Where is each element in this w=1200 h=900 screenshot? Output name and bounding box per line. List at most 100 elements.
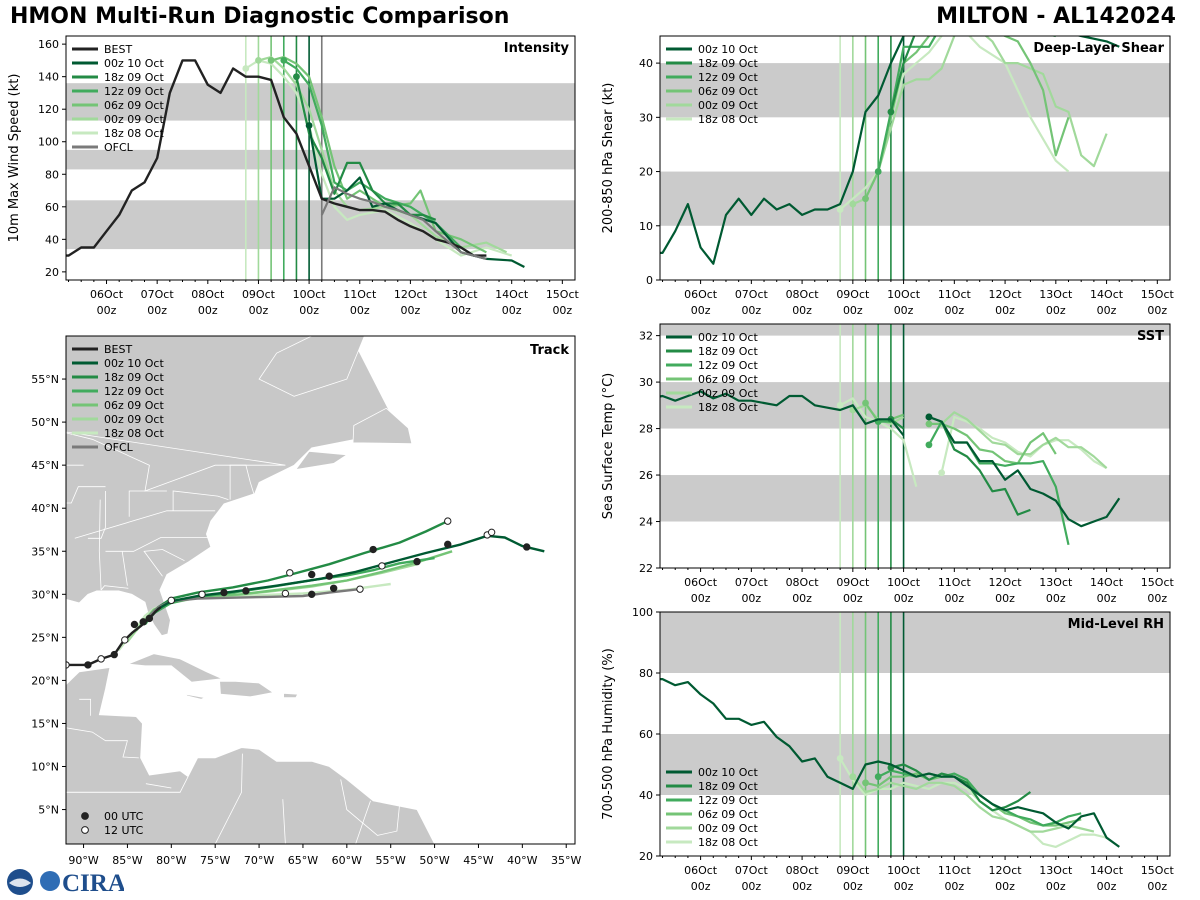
sst-panel: 22 24 26 28 30 32 06Oct 00z 07Oct 00z 08Oct 00z 09Oc… <box>601 323 1175 605</box>
rh-xtick-day: 12Oct <box>989 864 1023 877</box>
track-ytick-label: 50°N <box>31 416 59 429</box>
rh-xtick-day: 09Oct <box>836 864 870 877</box>
intensity-ytick-label: 100 <box>38 136 59 149</box>
track-position-marker <box>369 545 377 554</box>
nova-scotia-landmass <box>295 450 348 471</box>
state-border <box>105 537 209 552</box>
state-border <box>100 585 129 591</box>
shear-legend-label: 18z 09 Oct <box>698 57 758 70</box>
country-border <box>282 799 347 844</box>
intensity-legend-label: 18z 09 Oct <box>104 71 164 84</box>
track-xtick-label: 35°W <box>551 854 581 867</box>
intensity-xtick-day: 08Oct <box>191 288 225 301</box>
sst-legend-label: 18z 08 Oct <box>698 401 758 414</box>
shear-ytick-label: 30 <box>639 111 653 124</box>
sst-xtick-day: 10Oct <box>887 576 921 589</box>
shear-xtick-day: 08Oct <box>786 288 820 301</box>
sst-xtick-day: 07Oct <box>735 576 769 589</box>
intensity-xtick-hour: 00z <box>552 304 572 317</box>
track-ytick-label: 25°N <box>31 631 59 644</box>
sst-init-marker <box>925 441 933 449</box>
country-border <box>214 753 243 844</box>
rh-xtick-hour: 00z <box>1046 880 1066 893</box>
rh-panel: 20 40 60 80 100 06Oct 00z 07Oct 00z 08Oct 00z 09Oct… <box>601 606 1175 893</box>
track-xtick-label: 65°W <box>288 854 318 867</box>
sst-ylabel: Sea Surface Temp (°C) <box>601 373 616 520</box>
shear-ytick-label: 20 <box>639 166 653 179</box>
track-xtick-label: 70°W <box>244 854 274 867</box>
rh-xtick-day: 11Oct <box>938 864 972 877</box>
rh-band <box>660 612 1170 673</box>
rh-xtick-hour: 00z <box>944 880 964 893</box>
sst-plot-area <box>660 324 1121 568</box>
sst-series-r06z09 <box>864 402 904 423</box>
intensity-frame <box>65 35 576 281</box>
rh-series-r18z08 <box>839 757 1107 849</box>
sst-legend-label: 06z 09 Oct <box>698 373 758 386</box>
track-land <box>66 336 436 844</box>
sst-title: SST <box>1137 329 1164 344</box>
intensity-init-marker <box>242 65 250 72</box>
track-legend-label: OFCL <box>104 441 134 454</box>
rh-init-marker <box>874 773 882 781</box>
intensity-init-marker <box>293 73 300 81</box>
sst-xtick-hour: 00z <box>1097 592 1117 605</box>
shear-xtick-day: 10Oct <box>887 288 921 301</box>
shear-xtick-hour: 00z <box>944 304 964 317</box>
track-ytick-label: 30°N <box>31 588 59 601</box>
sst-xtick-hour: 00z <box>894 592 914 605</box>
intensity-ytick-label: 40 <box>45 233 59 246</box>
sst-xtick-day: 12Oct <box>989 576 1023 589</box>
intensity-legend-label: 06z 09 Oct <box>104 99 164 112</box>
intensity-init-marker <box>305 122 313 129</box>
shear-frame <box>659 35 1171 281</box>
sst-xtick-hour: 00z <box>843 592 863 605</box>
track-ytick-label: 5°N <box>38 804 59 817</box>
intensity-xtick-day: 11Oct <box>343 288 377 301</box>
track-marker-legend-symbol <box>81 812 89 820</box>
intensity-ylabel: 10m Max Wind Speed (kt) <box>7 74 22 243</box>
state-border <box>121 551 128 586</box>
north-america-landmass <box>66 336 392 637</box>
track-xtick-label: 40°W <box>507 854 537 867</box>
shear-legend-label: 00z 09 Oct <box>698 99 758 112</box>
country-border <box>355 800 371 844</box>
rh-xtick-hour: 00z <box>894 880 914 893</box>
intensity-xtick-hour: 00z <box>299 304 319 317</box>
track-xtick-label: 85°W <box>112 854 142 867</box>
puerto-rico-landmass <box>283 692 299 698</box>
sst-ytick-label: 28 <box>639 423 653 436</box>
rh-series-r00z10 <box>660 677 1120 848</box>
intensity-xtick-day: 12Oct <box>394 288 428 301</box>
shear-xtick-hour: 00z <box>792 304 812 317</box>
track-frame <box>65 335 576 845</box>
rh-legend-label: 00z 10 Oct <box>698 766 758 779</box>
sst-xtick-hour: 00z <box>944 592 964 605</box>
rh-ylabel: 700-500 hPa Humidity (%) <box>601 648 616 820</box>
intensity-legend-label: 18z 08 Oct <box>104 127 164 140</box>
track-position-marker <box>286 569 294 577</box>
track-ytick-label: 40°N <box>31 502 59 515</box>
shear-xtick-hour: 00z <box>843 304 863 317</box>
track-xtick-label: 50°W <box>419 854 449 867</box>
rh-title: Mid-Level RH <box>1068 617 1164 632</box>
sst-series-r00z10 <box>928 415 1121 528</box>
track-ytick-label: 35°N <box>31 545 59 558</box>
sst-xtick-hour: 00z <box>1147 592 1167 605</box>
shear-band <box>660 63 1170 118</box>
sst-init-marker <box>862 399 869 407</box>
rh-xtick-hour: 00z <box>843 880 863 893</box>
rh-xtick-hour: 00z <box>1097 880 1117 893</box>
rh-ytick-label: 20 <box>639 850 653 863</box>
sst-ytick-label: 24 <box>639 516 653 529</box>
sst-ytick-label: 26 <box>639 469 653 482</box>
sst-init-marker <box>836 401 844 409</box>
shear-xtick-hour: 00z <box>741 304 761 317</box>
intensity-xtick-hour: 00z <box>502 304 522 317</box>
rh-xtick-day: 10Oct <box>887 864 921 877</box>
shear-xtick-day: 12Oct <box>989 288 1023 301</box>
rh-ytick-label: 100 <box>632 606 653 619</box>
sst-ytick-label: 30 <box>639 376 653 389</box>
shear-xtick-hour: 00z <box>1097 304 1117 317</box>
intensity-xtick-day: 07Oct <box>141 288 175 301</box>
